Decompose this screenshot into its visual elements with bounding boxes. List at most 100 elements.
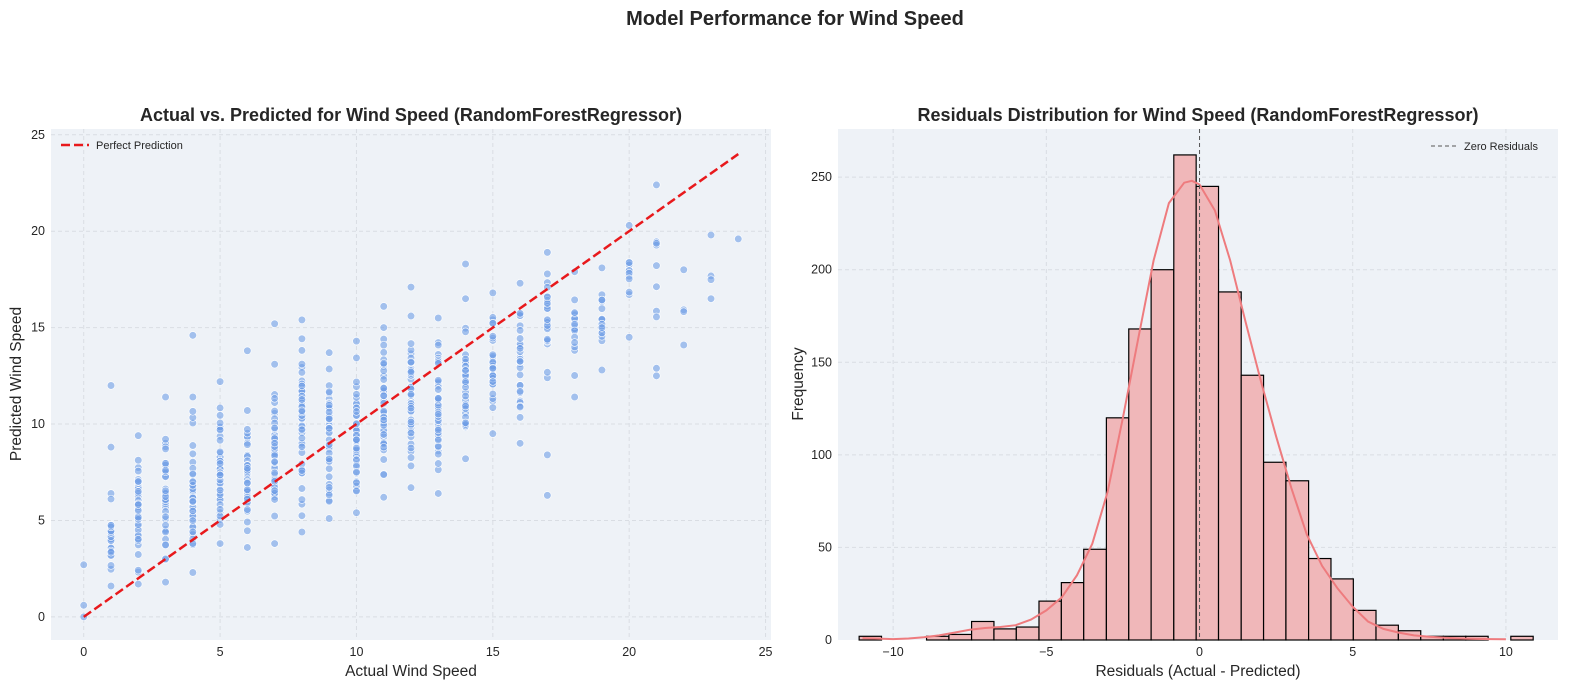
scatter-point [488, 350, 497, 359]
scatter-point [352, 508, 361, 517]
scatter-point [461, 294, 470, 303]
scatter-point [243, 478, 252, 488]
histogram-x-tick-label: −5 [1039, 645, 1053, 659]
scatter-point [161, 444, 170, 453]
scatter-point [297, 442, 307, 451]
scatter-point [570, 338, 579, 347]
histogram-y-tick-label: 250 [811, 170, 832, 184]
scatter-point [325, 514, 334, 523]
scatter-point [434, 313, 443, 323]
scatter-point [161, 540, 170, 549]
scatter-point [379, 348, 388, 357]
histogram-bars [858, 154, 1534, 641]
scatter-point [325, 464, 334, 473]
scatter-point [215, 436, 225, 445]
scatter-point [106, 561, 116, 570]
scatter-point [243, 464, 252, 473]
scatter-point [379, 470, 388, 479]
scatter-point [515, 357, 525, 366]
scatter-point [406, 428, 416, 438]
scatter-point [406, 283, 416, 292]
histogram-bar [1060, 582, 1085, 641]
scatter-point [270, 319, 279, 328]
scatter-point [188, 527, 197, 536]
scatter-point [215, 411, 225, 420]
histogram-bar [970, 620, 995, 641]
scatter-point [297, 395, 307, 404]
scatter-point [352, 486, 361, 496]
scatter-point [406, 483, 416, 492]
scatter-point [434, 489, 443, 498]
scatter-title: Actual vs. Predicted for Wind Speed (Ran… [140, 105, 682, 125]
scatter-point [488, 364, 497, 373]
scatter-point [406, 357, 416, 367]
scatter-x-label: Actual Wind Speed [345, 663, 477, 680]
scatter-point [161, 435, 170, 444]
scatter-point [488, 403, 497, 412]
scatter-point [297, 434, 307, 443]
scatter-point [352, 478, 361, 487]
scatter-point [625, 288, 634, 297]
scatter-point [515, 413, 525, 422]
scatter-point [297, 368, 307, 377]
histogram-x-tick-label: 10 [1499, 645, 1513, 659]
scatter-point [570, 295, 579, 304]
scatter-point [106, 494, 116, 504]
scatter-point [325, 454, 334, 464]
scatter-point [297, 406, 307, 415]
scatter-point [297, 484, 307, 493]
scatter-point [243, 526, 252, 535]
histogram-title: Residuals Distribution for Wind Speed (R… [918, 105, 1479, 125]
scatter-point [215, 447, 225, 456]
figure-suptitle: Model Performance for Wind Speed [626, 8, 964, 30]
scatter-point [679, 307, 688, 316]
scatter-point [161, 486, 170, 495]
scatter-point [352, 377, 361, 387]
scatter-point [243, 406, 252, 415]
scatter-point [625, 221, 634, 230]
scatter-point [134, 535, 143, 544]
scatter-point [188, 449, 197, 458]
scatter-point [215, 425, 225, 434]
scatter-point [652, 180, 661, 190]
scatter-point [270, 439, 279, 448]
scatter-point [243, 505, 252, 514]
scatter-point [188, 331, 197, 340]
scatter-point [325, 490, 334, 500]
scatter-point [134, 513, 143, 522]
scatter-point [352, 467, 361, 477]
scatter-point [434, 376, 443, 385]
scatter-point [379, 302, 388, 311]
scatter-point [188, 392, 197, 402]
scatter-point [434, 459, 443, 468]
scatter-point [106, 548, 116, 557]
scatter-point [161, 466, 170, 475]
scatter-point [597, 323, 607, 332]
histogram-bar [1105, 417, 1130, 641]
scatter-point [406, 311, 416, 321]
scatter-point [270, 423, 279, 433]
scatter-point [106, 381, 116, 390]
scatter-point [515, 326, 525, 335]
histogram-panel: −10 −5 0 5 10 0 50 100 150 200 250 Residuals Dist… [790, 105, 1558, 680]
scatter-point [461, 418, 470, 427]
scatter-point [270, 394, 279, 403]
scatter-point [434, 410, 443, 419]
scatter-point [488, 377, 497, 386]
scatter-point [379, 384, 388, 393]
scatter-point [134, 487, 143, 496]
scatter-point [434, 450, 443, 459]
scatter-point [297, 511, 307, 520]
scatter-point [352, 337, 361, 346]
scatter-point [625, 258, 634, 267]
scatter-point [215, 505, 225, 514]
scatter-point [161, 512, 170, 521]
scatter-point [515, 439, 525, 448]
scatter-point [434, 394, 443, 403]
histogram-bar [993, 628, 1017, 641]
scatter-point [215, 539, 225, 548]
scatter-y-tick-label: 20 [31, 224, 45, 238]
scatter-point [734, 234, 743, 244]
scatter-point [597, 365, 607, 375]
histogram-y-tick-label: 200 [811, 263, 832, 277]
